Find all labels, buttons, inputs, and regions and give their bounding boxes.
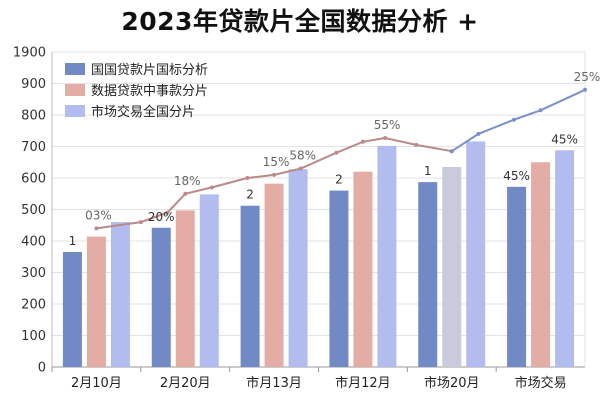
bar: [555, 150, 575, 367]
line-data-label: 58%: [289, 149, 316, 163]
x-tick-label: 市场20月: [424, 375, 480, 391]
chart-title: 2023年贷款片全国数据分析 +: [121, 7, 479, 36]
line-data-label: 15%: [263, 155, 290, 169]
legend-label: 数据贷款中事款分片: [91, 84, 208, 99]
bar-data-label: 20%: [148, 210, 175, 224]
y-tick-label: 800: [21, 109, 46, 124]
line-data-label: 18%: [174, 174, 201, 188]
trend-point: [583, 87, 587, 92]
bar: [531, 162, 551, 367]
x-tick-label: 市月13月: [246, 375, 302, 391]
trend-point: [165, 210, 170, 215]
grid: [52, 51, 585, 368]
bar: [264, 183, 284, 367]
bar-data-label: 2: [335, 173, 343, 187]
trend-point: [209, 185, 214, 190]
bar: [329, 190, 349, 367]
bar-data-label: 45%: [503, 169, 530, 183]
legend-label: 国国贷款片国标分析: [91, 63, 208, 78]
bar: [175, 210, 195, 367]
x-tick-label: 市月12月: [335, 375, 391, 391]
bar: [199, 194, 219, 367]
data-labels: 1 20% 2 2 1 45% 45% 03% 18% 15% 58% 55% 25%: [69, 70, 600, 248]
trend-point: [298, 166, 303, 171]
y-tick-label: 1900: [13, 46, 46, 61]
x-tick-label: 市场交易: [515, 375, 567, 391]
y-tick-label: 300: [21, 266, 46, 281]
bar: [442, 166, 462, 367]
trend-point: [449, 149, 454, 154]
line-data-label: 55%: [374, 118, 401, 132]
trend-point: [334, 150, 339, 155]
y-tick-label: 0: [38, 361, 46, 376]
y-tick-label: 600: [21, 172, 46, 187]
bar: [377, 145, 397, 367]
line-data-label: 25%: [574, 70, 600, 84]
y-tick-label: 200: [21, 298, 46, 313]
y-tick-label: 900: [21, 77, 46, 92]
bar: [288, 169, 308, 367]
legend-label: 市场交易全国分片: [91, 104, 195, 120]
trend-point: [360, 139, 365, 144]
bar: [418, 182, 438, 367]
trend-point: [245, 176, 250, 180]
y-tick-label: 100: [21, 329, 46, 344]
x-tick-label: 2月20月: [160, 376, 211, 391]
bar: [466, 141, 486, 367]
bar-data-label: 45%: [551, 132, 578, 146]
line-data-label: 03%: [85, 208, 112, 222]
trend-point: [476, 131, 481, 136]
y-tick-label: 400: [21, 235, 46, 250]
x-tick-label: 2月10月: [71, 376, 122, 391]
legend-swatch: [65, 63, 85, 75]
trend-point: [183, 191, 188, 196]
trend-point: [272, 172, 277, 177]
bar-data-label: 1: [69, 234, 77, 248]
bar: [507, 186, 527, 367]
trend-point: [414, 142, 419, 147]
bar: [151, 227, 171, 367]
bar-data-label: 1: [424, 164, 432, 178]
trend-point: [94, 226, 99, 231]
legend-swatch: [65, 84, 85, 96]
bar: [240, 205, 260, 367]
bar: [110, 222, 130, 367]
bar: [86, 236, 106, 367]
axes: 0 100 200 300 400 500 600 700 800 900 1900 2月10月 2月2…: [13, 46, 586, 391]
trend-point: [138, 220, 143, 225]
bar-data-label: 2: [246, 188, 254, 202]
trend-point: [383, 135, 388, 140]
legend-swatch: [65, 105, 85, 117]
trend-point: [511, 117, 516, 122]
trend-point: [538, 108, 543, 113]
bar: [353, 171, 373, 367]
trend-lines: [94, 87, 587, 231]
y-tick-label: 700: [21, 140, 46, 155]
bars: [62, 141, 575, 367]
bar: [62, 252, 82, 367]
y-tick-label: 500: [21, 203, 46, 218]
